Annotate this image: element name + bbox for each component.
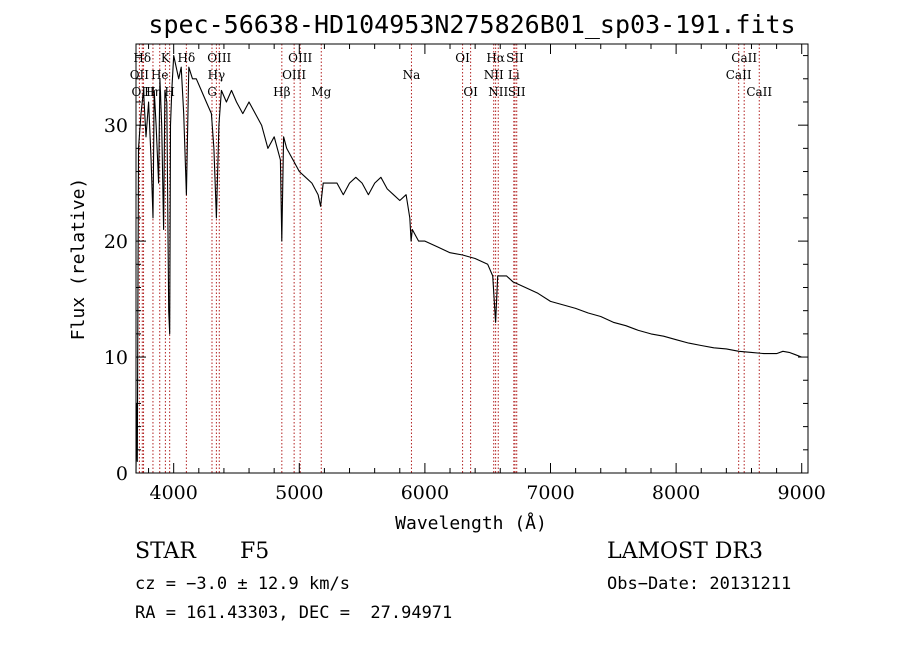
axes: 4000 5000 6000 7000 8000 9000 0 10 20 30 xyxy=(104,44,826,504)
spectral-line-label: Hα xyxy=(486,51,505,65)
spectral-line-label: SII xyxy=(506,51,524,65)
spectral-line-label: OI xyxy=(455,51,470,65)
y-tick-label: 0 xyxy=(116,463,128,485)
spectral-line-label: Hγ xyxy=(208,68,226,82)
object-subclass: F5 xyxy=(240,539,270,564)
coordinates: RA = 161.43303, DEC = 27.94971 xyxy=(135,603,453,623)
spectral-line-label: OI xyxy=(463,85,478,99)
spectral-line-label: Li xyxy=(508,68,520,82)
spectral-line-label: Mg xyxy=(311,85,331,99)
x-tick-label: 6000 xyxy=(401,482,449,504)
spectral-line-label: OIII xyxy=(288,51,312,65)
flux-series xyxy=(135,55,802,474)
y-tick-label: 10 xyxy=(104,347,128,369)
spectral-line-label: CaII xyxy=(731,51,757,65)
object-class: STAR xyxy=(135,539,196,564)
spectral-line-label: NII xyxy=(488,85,508,99)
spectral-line-label: Na xyxy=(403,68,421,82)
y-tick-label: 30 xyxy=(104,115,128,137)
flux-line xyxy=(135,55,802,474)
x-tick-label: 8000 xyxy=(652,482,700,504)
obs-date: Obs−Date: 20131211 xyxy=(607,574,792,594)
spectral-line-label: Hη xyxy=(144,85,162,99)
spectral-line-label: Hδ xyxy=(178,51,196,65)
x-tick-label: 5000 xyxy=(275,482,323,504)
spectral-line-label: G xyxy=(207,85,217,99)
spectral-line-label: K xyxy=(161,51,171,65)
spectral-line-label: Hδ xyxy=(133,51,151,65)
chart-title: spec-56638-HD104953N275826B01_sp03-191.f… xyxy=(148,10,795,39)
x-tick-label: 9000 xyxy=(778,482,826,504)
spectral-line-label: Hβ xyxy=(273,85,290,99)
x-tick-label: 4000 xyxy=(150,482,198,504)
x-axis-label: Wavelength (Å) xyxy=(395,512,547,534)
y-tick-label: 20 xyxy=(104,231,128,253)
spectral-line-label: OIII xyxy=(207,51,231,65)
spectral-line-label: CaII xyxy=(746,85,772,99)
spectral-line-label: CaII xyxy=(726,68,752,82)
spectral-line-label: SII xyxy=(508,85,526,99)
spectral-line-label: He xyxy=(151,68,169,82)
spectral-line-label: NII xyxy=(484,68,504,82)
spectral-line-label: OIII xyxy=(282,68,306,82)
plot-frame xyxy=(135,43,809,474)
x-tick-label: 7000 xyxy=(526,482,574,504)
spectral-line-label: OII xyxy=(130,68,150,82)
survey-name: LAMOST DR3 xyxy=(607,539,763,564)
cz-value: cz = −3.0 ± 12.9 km/s xyxy=(135,574,350,594)
spectral-line-label: H xyxy=(164,85,174,99)
y-axis-label: Flux (relative) xyxy=(68,178,89,341)
